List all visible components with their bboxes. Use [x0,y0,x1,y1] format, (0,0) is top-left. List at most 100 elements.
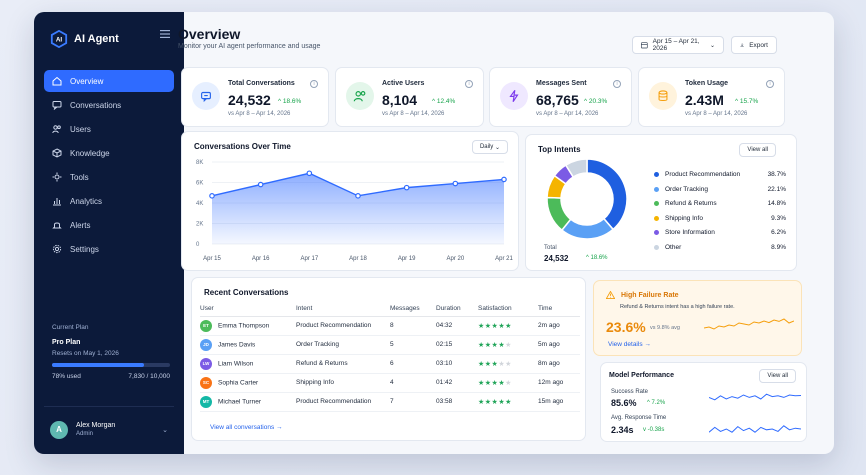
export-label: Export [749,41,768,49]
data-point [257,181,264,188]
intent-cell: Order Tracking [296,335,390,355]
duration-cell: 01:42 [436,373,478,393]
date-range-picker[interactable]: Apr 15 – Apr 21, 2026 ⌄ [632,36,724,54]
sidebar-item-alerts[interactable]: Alerts [44,214,174,236]
model-view-all[interactable]: View all [759,369,796,383]
avatar: A [50,420,68,439]
info-icon[interactable]: i [465,80,473,88]
page-title: Overview [178,26,241,42]
sidebar-item-label: Tools [70,172,89,182]
view-details-link[interactable]: View details → [608,341,651,348]
intents-donut-chart [546,159,628,240]
sidebar-item-overview[interactable]: Overview [44,70,174,92]
avatar: LW [200,357,212,370]
metric-response-delta-value: -0.38s [647,427,665,433]
calendar-icon [641,42,648,49]
legend-item: Shipping Info 9.3% [654,215,786,222]
sidebar-item-tools[interactable]: Tools [44,166,174,188]
legend-swatch [654,244,659,250]
metric-response-delta: v -0.38s [643,427,665,433]
x-tick-label: Apr 19 [398,256,416,262]
kpi-label: Active Users [382,80,425,87]
kpi-label: Total Conversations [228,80,295,87]
table-row[interactable]: MT Michael Turner Product Recommendation 7 0… [200,392,580,412]
metric-success-value: 85.6% [611,398,637,408]
messages-cell: 8 [390,316,436,336]
data-point [403,184,410,191]
messages-cell: 5 [390,335,436,355]
user-role: Admin [76,431,94,437]
kpi-comparison: vs Apr 8 – Apr 14, 2026 [536,111,599,117]
time-cell: 15m ago [538,392,580,412]
analytics-icon [52,196,62,206]
star-rating: ★★★★★ [478,322,512,330]
table-row[interactable]: LW Liam Wilson Refund & Returns 6 03:10 ★★★★★… [200,354,580,374]
chevron-down-icon: ⌄ [162,426,168,434]
x-tick-label: Apr 15 [203,256,221,262]
star-rating-empty: ★ [505,379,512,387]
legend-label: Store Information [665,229,715,236]
avatar: SC [200,376,212,389]
satisfaction-cell: ★★★★★ [478,335,538,355]
sidebar-item-knowledge[interactable]: Knowledge [44,142,174,164]
intents-view-all[interactable]: View all [739,143,776,157]
messages-cell: 7 [390,392,436,412]
alert-value: 23.6% [606,319,646,335]
brand: AI AI Agent [44,26,174,48]
x-tick-label: Apr 21 [495,256,513,262]
info-icon[interactable]: i [310,80,318,88]
info-icon[interactable]: i [766,80,774,88]
model-title: Model Performance [609,372,674,379]
donut-slice [564,159,588,178]
y-tick-label: 6K [196,181,203,187]
data-point [452,180,459,187]
export-button[interactable]: Export [731,36,777,54]
avatar: JD [200,338,212,351]
users-icon [346,82,374,110]
user-cell: Michael Turner [218,398,261,406]
view-all-conversations-link[interactable]: View all conversations → [210,424,283,431]
legend-value: 8.9% [771,243,786,251]
sidebar-item-analytics[interactable]: Analytics [44,190,174,212]
plan-name: Pro Plan [52,339,81,346]
legend-item: Refund & Returns 14.8% [654,200,786,207]
menu-icon[interactable] [160,30,170,38]
sidebar-item-settings[interactable]: Settings [44,238,174,260]
user-menu[interactable]: A Alex Morgan Admin ⌄ [44,406,174,442]
table-row[interactable]: SC Sophia Carter Shipping Info 4 01:42 ★★★★★ 1… [200,373,580,393]
kpi-delta: ^ 12.4% [432,98,456,105]
legend-item: Other 8.9% [654,244,786,251]
data-point [501,176,507,183]
table-row[interactable]: ET Emma Thompson Product Recommendation 8 04… [200,316,580,336]
sidebar-item-label: Alerts [70,220,91,230]
metric-success-label: Success Rate [611,389,649,395]
data-point [355,193,361,199]
model-view-all-label: View all [767,373,788,379]
sidebar-item-conversations[interactable]: Conversations [44,94,174,116]
table-row[interactable]: JD James Davis Order Tracking 5 02:15 ★★★★★ 5m… [200,335,580,355]
legend-value: 6.2% [771,229,786,236]
info-icon[interactable]: i [613,80,621,88]
intent-cell: Shipping Info [296,373,390,393]
messages-cell: 4 [390,373,436,393]
time-cell: 2m ago [538,316,580,336]
sidebar-item-users[interactable]: Users [44,118,174,140]
duration-cell: 03:58 [436,392,478,412]
column-header: Duration [436,302,478,317]
plan-usage: 7,830 / 10,000 [128,373,170,380]
x-tick-label: Apr 17 [300,256,318,262]
brand-name: AI Agent [74,33,119,45]
duration-cell: 03:10 [436,354,478,374]
period-dropdown[interactable]: Daily ⌄ [471,140,508,154]
kpi-label: Messages Sent [536,80,587,87]
star-rating: ★★★★ [478,379,506,387]
sparkline-path [709,425,801,433]
data-point [209,193,215,199]
legend-value: 38.7% [767,171,786,178]
kpi-delta: ^ 20.3% [584,98,608,105]
legend-label: Other [665,243,682,251]
recent-conversations-card: Recent Conversations User Intent Messages D… [191,277,586,441]
plan-renew: Resets on May 1, 2026 [52,350,119,357]
intents-title: Top Intents [538,145,581,154]
